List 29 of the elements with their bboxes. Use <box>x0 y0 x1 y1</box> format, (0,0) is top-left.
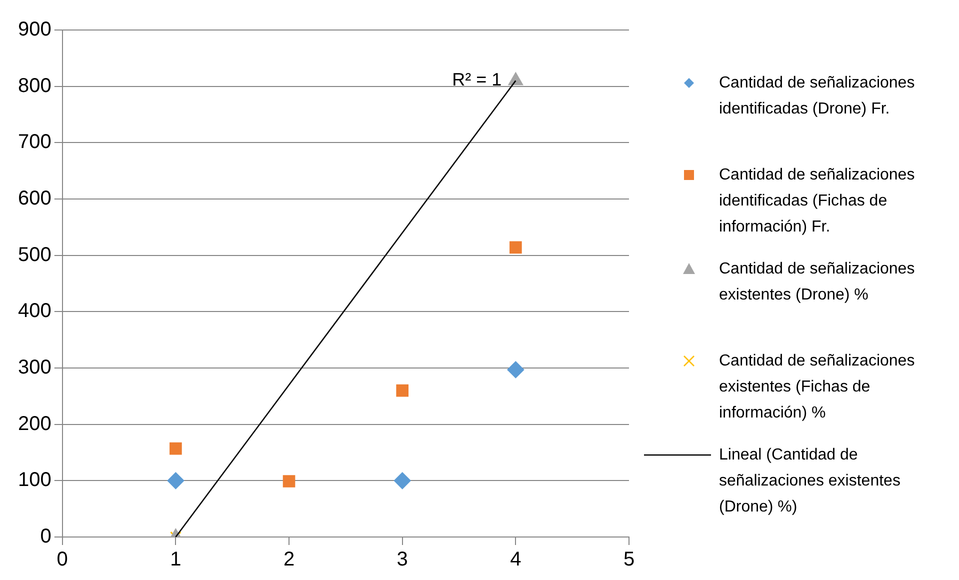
x-tick-label: 0 <box>56 548 68 571</box>
x-tick-label: 3 <box>396 548 408 571</box>
point <box>394 472 411 490</box>
point <box>507 361 524 378</box>
y-tick-label: 0 <box>40 526 52 548</box>
legend-label: Cantidad de señalizaciones identificadas (Fichas de información) Fr. <box>719 166 915 236</box>
y-tick-label: 700 <box>18 131 52 154</box>
legend-label: Lineal (Cantidad de señalizaciones existentes (Drone) %) <box>719 446 900 516</box>
point <box>170 442 182 455</box>
y-tick-label: 200 <box>18 412 52 435</box>
legend-label: Cantidad de señalizaciones existentes (Drone) % <box>719 260 915 304</box>
x-tick-label: 2 <box>283 548 295 571</box>
y-tick-label: 500 <box>18 244 52 266</box>
legend-label: Cantidad de señalizaciones existentes (Fichas de información) % <box>719 352 915 422</box>
y-tick-label: 300 <box>18 356 52 379</box>
y-tick-label: 800 <box>18 74 52 97</box>
y-tick-label: 900 <box>18 18 52 41</box>
point <box>282 475 296 488</box>
x-tick-label: 4 <box>510 548 522 571</box>
x-tick-label: 1 <box>170 548 182 571</box>
y-tick-label: 100 <box>18 469 52 492</box>
legend-label: Cantidad de señalizaciones identificadas (Drone) Fr. <box>719 74 915 118</box>
point <box>167 472 184 490</box>
y-tick-label: 600 <box>18 188 52 210</box>
x-tick-label: 5 <box>623 548 635 571</box>
y-tick-label: 400 <box>18 300 52 322</box>
annotation: R² = 1 <box>452 70 502 90</box>
point <box>396 384 409 397</box>
point <box>510 241 522 254</box>
